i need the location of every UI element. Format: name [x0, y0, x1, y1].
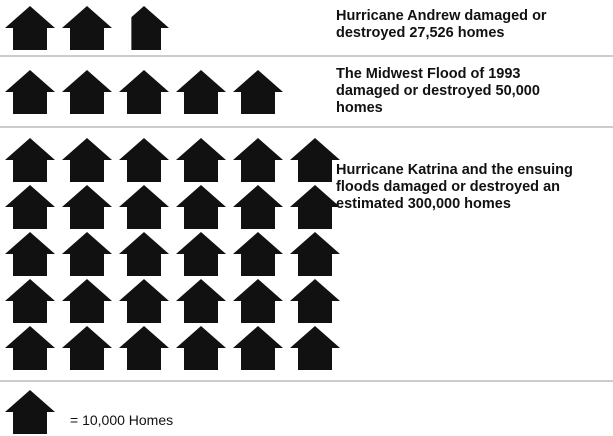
- row-label: Hurricane Katrina and the ensuing floods…: [336, 162, 573, 212]
- house-icon: [62, 232, 112, 276]
- house-icon: [119, 232, 169, 276]
- house-icon: [290, 326, 340, 370]
- house-icon: [119, 279, 169, 323]
- house-icon: [233, 185, 283, 229]
- house-icon: [5, 185, 55, 229]
- house-icon: [290, 138, 340, 182]
- house-icon: [176, 279, 226, 323]
- house-icon: [62, 279, 112, 323]
- house-icon: [5, 6, 55, 50]
- house-icon: [5, 138, 55, 182]
- house-icon: [176, 138, 226, 182]
- house-icon: [131, 6, 169, 50]
- house-icon: [290, 185, 340, 229]
- house-icon: [5, 70, 55, 114]
- house-icon: [62, 138, 112, 182]
- row-label: The Midwest Flood of 1993 damaged or des…: [336, 66, 540, 116]
- house-icon: [119, 70, 169, 114]
- house-icon: [62, 326, 112, 370]
- house-icon: [176, 232, 226, 276]
- house-icon: [176, 326, 226, 370]
- house-icon: [62, 6, 112, 50]
- row-label: Hurricane Andrew damaged or destroyed 27…: [336, 8, 547, 41]
- house-icon: [119, 138, 169, 182]
- house-icon: [62, 185, 112, 229]
- house-icon: [233, 138, 283, 182]
- house-icon: [290, 279, 340, 323]
- legend-icon: [5, 390, 55, 434]
- house-icon: [233, 232, 283, 276]
- house-icon: [233, 279, 283, 323]
- house-icon: [119, 326, 169, 370]
- house-icon: [233, 70, 283, 114]
- house-icon: [119, 185, 169, 229]
- house-icon: [5, 232, 55, 276]
- house-icon: [62, 70, 112, 114]
- house-icon: [176, 70, 226, 114]
- house-icon: [233, 326, 283, 370]
- house-icon: [5, 279, 55, 323]
- house-icon: [5, 326, 55, 370]
- house-icon: [176, 185, 226, 229]
- house-icon: [290, 232, 340, 276]
- legend-label: = 10,000 Homes: [70, 412, 174, 428]
